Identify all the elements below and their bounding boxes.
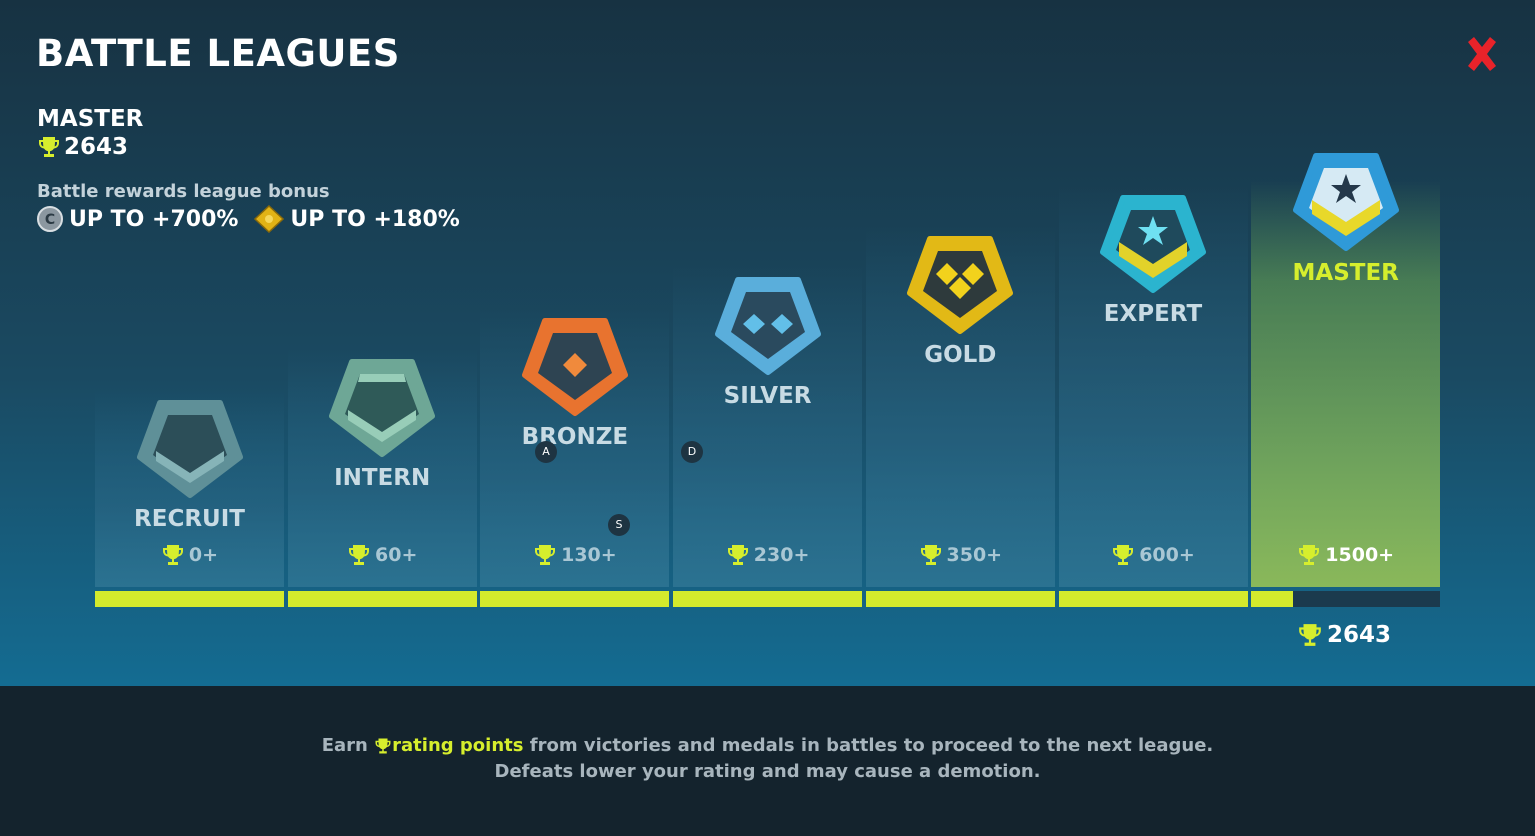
league-badge [907,236,1014,334]
progress-segment [480,591,670,607]
footer-line-1: Earn rating points from victories and me… [0,735,1535,756]
trophy-icon [349,545,369,565]
league-badge [329,359,436,457]
hotkey-hint: D [681,441,703,463]
league-badge [136,400,243,498]
hotkey-hint: S [608,514,630,536]
league-name: MASTER [1292,260,1399,286]
screen-title: BATTLE LEAGUES [36,32,400,75]
league-threshold-row: 1500+ [1251,543,1440,567]
close-icon[interactable] [1468,37,1496,71]
trophy-icon [162,545,183,565]
bonus-label: Battle rewards league bonus [37,181,330,202]
trophy-icon [1299,545,1320,565]
league-name: RECRUIT [134,506,245,532]
progress-segment [1058,591,1248,607]
progress-segment [1251,591,1294,607]
trophy-icon [727,545,748,565]
gold-icon [254,205,285,233]
progress-remaining [1293,591,1441,607]
league-threshold: 0+ [188,544,219,566]
league-badge [1292,153,1399,251]
trophy-icon [375,738,391,754]
close-button[interactable] [1462,34,1502,74]
league-name: EXPERT [1103,301,1203,327]
progress-segment [673,591,863,607]
league-name: SILVER [723,383,812,409]
league-threshold: 60+ [375,544,418,566]
progress-segment [287,591,477,607]
footer-line-2: Defeats lower your rating and may cause … [494,761,1041,782]
credits-icon: C [37,206,63,232]
league-threshold-row: 0+ [95,543,284,567]
league-threshold-row: 230+ [673,543,862,567]
player-league: MASTER [37,106,144,132]
svg-text:C: C [45,212,55,228]
league-threshold: 350+ [946,544,1003,566]
league-badge [521,318,628,416]
footer-highlight: rating points [392,735,524,756]
league-threshold-row: 60+ [288,543,477,567]
bonus-row: C UP TO +700% UP TO +180% [37,205,460,233]
league-name: GOLD [924,342,997,368]
current-rating-row: 2643 [1297,622,1391,648]
current-rating: 2643 [1327,622,1392,648]
league-badge [1100,195,1206,293]
player-rating: 2643 [64,134,129,160]
progress-segment [865,591,1055,607]
league-threshold-row: 350+ [866,543,1055,567]
league-name: INTERN [334,465,431,491]
trophy-icon [920,545,941,565]
hotkey-hint: A [535,441,557,463]
credits-bonus: UP TO +700% [69,206,239,232]
league-name: BRONZE [521,424,629,450]
player-rating-row: 2643 [37,134,128,160]
league-threshold: 600+ [1139,544,1195,566]
league-threshold: 130+ [561,544,617,566]
trophy-icon [1113,545,1134,565]
league-threshold: 1500+ [1325,544,1395,566]
league-badge [714,277,821,375]
trophy-icon [1299,624,1321,646]
league-threshold: 230+ [753,544,810,566]
footer-panel [0,686,1535,836]
trophy-icon [39,137,59,157]
league-threshold-row: 130+ [480,543,669,567]
league-threshold-row: 600+ [1059,543,1248,567]
footer-text: Earn [321,735,368,756]
gold-bonus: UP TO +180% [290,206,460,232]
progress-segment [95,591,284,607]
trophy-icon [535,545,556,565]
footer-text: from victories and medals in battles to … [529,735,1214,756]
